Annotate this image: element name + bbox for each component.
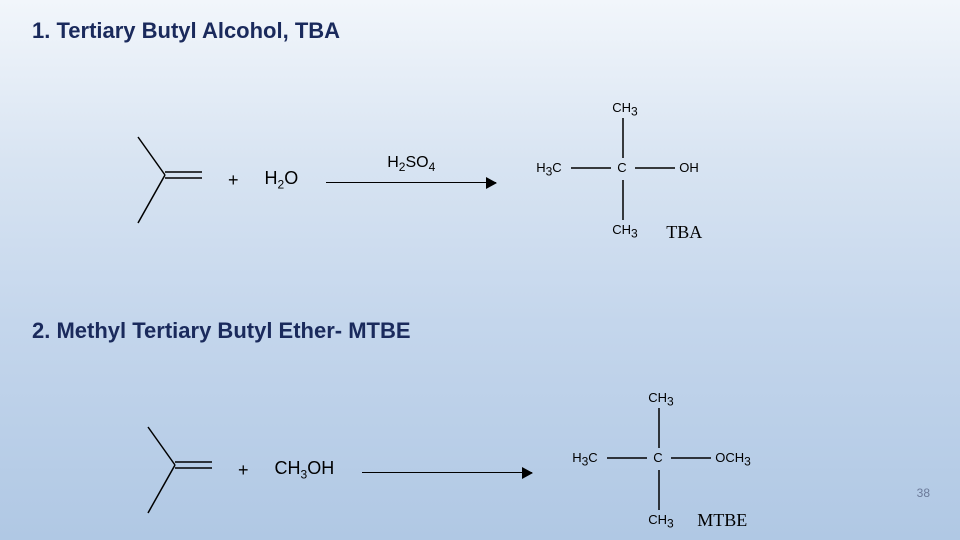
- mtbe-left: H3C: [572, 450, 597, 469]
- mtbe-name: MTBE: [697, 510, 747, 531]
- heading-mtbe: 2. Methyl Tertiary Butyl Ether- MTBE: [32, 318, 411, 344]
- mtbe-center: C: [653, 450, 662, 465]
- heading-tba: 1. Tertiary Butyl Alcohol, TBA: [32, 18, 340, 44]
- plus-sign-1: +: [228, 170, 239, 191]
- h2so4-so: SO: [405, 154, 428, 171]
- reaction-tba: + H2O H2SO4 CH3 H3C C OH CH3 TBA: [120, 100, 746, 260]
- reaction-arrow-1: H2SO4: [326, 160, 496, 200]
- page-number: 38: [917, 486, 930, 500]
- tba-center: C: [617, 160, 626, 175]
- reaction-mtbe: + CH3OH CH3 H3C C OCH3 CH3 MTBE: [130, 390, 812, 540]
- ch3oh-ch: CH: [275, 458, 301, 478]
- reagent-h2o-h: H: [265, 168, 278, 188]
- reagent-h2o: H2O: [265, 168, 299, 192]
- isobutylene-structure-2: [130, 415, 220, 525]
- reagent-ch3oh: CH3OH: [275, 458, 335, 482]
- tba-left: H3C: [536, 160, 561, 179]
- product-tba: CH3 H3C C OH CH3 TBA: [516, 100, 746, 260]
- reaction-arrow-2: [362, 450, 532, 490]
- tba-right: OH: [679, 160, 699, 175]
- ch3oh-oh: OH: [307, 458, 334, 478]
- arrow-label-h2so4: H2SO4: [326, 154, 496, 174]
- h2so4-h: H: [387, 154, 399, 171]
- tba-name: TBA: [666, 222, 702, 243]
- reagent-h2o-o: O: [284, 168, 298, 188]
- h2so4-sub2: 4: [429, 160, 436, 174]
- tba-bottom: CH3: [612, 222, 637, 241]
- mtbe-right: OCH3: [715, 450, 751, 469]
- mtbe-bottom: CH3: [648, 512, 673, 531]
- isobutylene-structure-1: [120, 125, 210, 235]
- plus-sign-2: +: [238, 460, 249, 481]
- product-mtbe: CH3 H3C C OCH3 CH3 MTBE: [552, 390, 812, 540]
